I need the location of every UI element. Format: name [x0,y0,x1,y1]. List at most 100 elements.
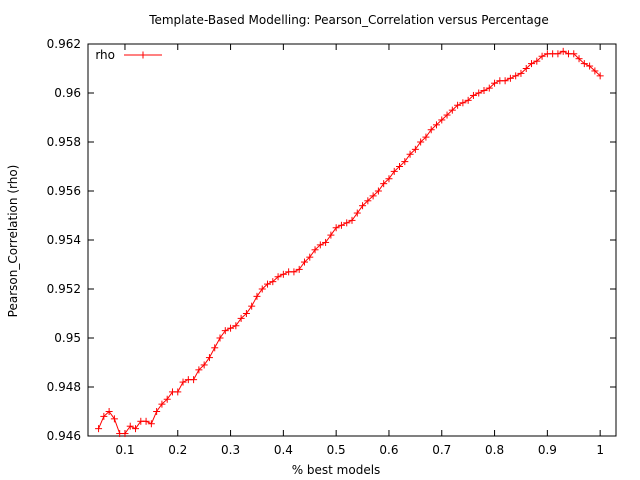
data-point [348,216,356,224]
x-tick-label: 1 [596,443,604,457]
data-point [353,209,361,217]
chart-title: Template-Based Modelling: Pearson_Correl… [148,13,549,27]
x-tick-label: 0.4 [274,443,293,457]
data-point [147,420,155,428]
x-tick-label: 0.1 [115,443,134,457]
x-axis-label: % best models [292,463,381,477]
data-point [401,158,409,166]
data-point [227,324,235,332]
data-point [528,60,536,68]
data-point [459,99,467,107]
data-point [517,69,525,77]
x-axis: 0.1 0.2 0.3 0.4 0.5 0.6 0.7 0.8 0.9 1 [115,44,604,457]
data-point [475,89,483,97]
data-point [142,417,150,425]
data-point [359,202,367,210]
data-point [580,60,588,68]
y-tick-label: 0.962 [47,37,81,51]
data-point [417,138,425,146]
x-tick-label: 0.5 [327,443,346,457]
data-point [105,408,113,415]
data-point [221,327,229,335]
data-point [406,150,414,158]
legend-label-rho: rho [95,48,115,62]
x-tick-label: 0.8 [485,443,504,457]
data-point [596,72,604,80]
x-tick-label: 0.7 [432,443,451,457]
data-point [337,221,345,229]
data-point [121,430,129,438]
data-point [332,224,340,232]
data-point [290,268,298,276]
data-point [427,126,435,134]
data-point [533,57,541,65]
y-axis-label: Pearson_Correlation (rho) [6,165,20,318]
data-point [485,84,493,92]
data-point [322,238,330,246]
plot-frame [87,43,617,437]
data-point [300,258,308,266]
data-point [432,121,440,129]
series-layer [95,47,604,438]
y-tick-label: 0.946 [47,429,81,443]
data-point [411,145,419,153]
legend: rho [95,48,162,62]
data-point [448,106,456,114]
data-point [380,180,388,188]
data-point [158,400,166,408]
data-point [100,412,108,420]
data-point [110,415,118,423]
y-tick-label: 0.956 [47,184,81,198]
plot-border [87,43,617,437]
y-tick-label: 0.952 [47,282,81,296]
data-point [575,55,583,63]
data-point [216,334,224,342]
data-point [95,425,103,433]
data-point [364,197,372,205]
data-point [179,378,187,386]
data-point [279,270,287,278]
data-point [512,72,520,80]
data-point [390,167,398,175]
data-point [396,163,404,170]
data-point [242,310,250,317]
y-tick-label: 0.954 [47,233,81,247]
y-axis: 0.946 0.948 0.95 0.952 0.954 0.956 0.958 0.96 0.… [47,37,616,443]
data-point [443,111,451,119]
y-tick-label: 0.958 [47,135,81,149]
data-point [248,302,256,310]
y-tick-label: 0.948 [47,380,81,394]
data-point [385,175,393,183]
x-tick-label: 0.2 [168,443,187,457]
data-point [269,278,277,286]
data-point [570,50,578,58]
data-point [343,219,351,227]
y-tick-label: 0.95 [54,331,81,345]
series-line-rho [98,50,601,434]
data-point [469,91,477,99]
data-point [274,273,282,281]
data-point [264,280,272,288]
data-point [591,67,599,75]
data-point [491,79,499,87]
x-tick-label: 0.6 [379,443,398,457]
data-point [522,65,530,72]
data-point [374,187,382,195]
data-point [195,366,203,374]
data-point [501,77,509,85]
data-point [295,265,303,273]
data-point [153,408,161,415]
data-point [211,344,219,352]
data-point [190,376,198,384]
data-point [316,241,324,249]
data-point [369,192,377,200]
data-point [554,50,562,58]
y-tick-label: 0.96 [54,86,81,100]
data-point [538,52,546,60]
data-point [480,87,488,95]
data-point [586,62,594,70]
data-point [174,388,182,396]
data-point [200,361,208,369]
legend-marker-rho [139,51,147,59]
